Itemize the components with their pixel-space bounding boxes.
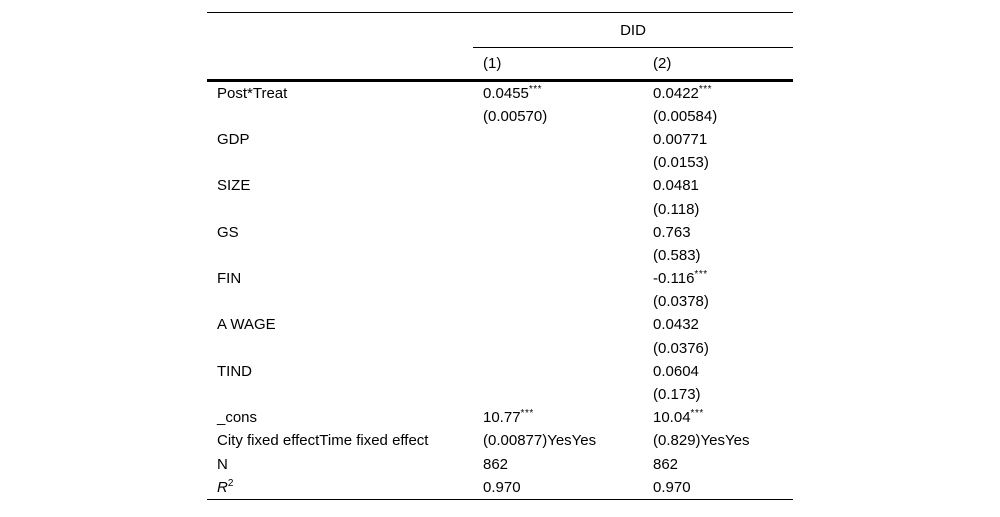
table-row: (0.583) — [207, 244, 793, 267]
header-body-rule — [207, 79, 793, 82]
table-row: TIND 0.0604 — [207, 360, 793, 383]
row-label — [207, 198, 473, 221]
row-label — [207, 244, 473, 267]
cell-col2: (0.00584) — [653, 107, 718, 125]
cell-col2: -0.116*** — [653, 269, 708, 288]
table-row: (0.118) — [207, 198, 793, 221]
row-label: GDP — [217, 130, 250, 148]
table-row: FIN -0.116*** — [207, 267, 793, 290]
row-label — [207, 337, 473, 360]
top-rule — [207, 12, 793, 14]
row-label: SIZE — [217, 177, 251, 195]
row-label — [207, 290, 473, 313]
row-label: A WAGE — [217, 316, 276, 334]
group-header-underline — [473, 47, 793, 49]
cell-col1: 10.77*** — [483, 408, 534, 427]
cell-col2: 862 — [653, 455, 679, 473]
cell-col2: 10.04*** — [653, 408, 704, 427]
cell-col1: 0.0455*** — [483, 83, 543, 102]
cell-col2: (0.173) — [653, 386, 701, 403]
cell-col2: 0.970 — [653, 478, 691, 496]
table-row: (0.00570) (0.00584) — [207, 105, 793, 128]
cell-col1 — [473, 360, 643, 383]
cell-col1 — [473, 151, 643, 174]
superscript: *** — [528, 83, 543, 95]
cell-col2: (0.0378) — [653, 293, 709, 311]
cell-col1: 862 — [483, 455, 509, 473]
cell-col1: 0.970 — [483, 478, 521, 496]
row-label: _cons — [217, 409, 258, 427]
bottom-rule — [207, 498, 793, 501]
cell-col2: (0.118) — [653, 200, 700, 218]
group-header-row: DID — [207, 13, 793, 47]
superscript: *** — [520, 408, 534, 420]
table-row: (0.0378) — [207, 290, 793, 313]
row-label: N — [217, 455, 228, 473]
row-label: TIND — [217, 362, 252, 380]
table-row: _cons 10.77*** 10.04*** — [207, 406, 793, 429]
table-body: Post*Treat 0.0455*** 0.0422*** (0.00570) (0.… — [207, 82, 793, 499]
cell-col1: (0.00570) — [483, 107, 548, 125]
row-label: R2 — [217, 477, 234, 496]
cell-col1 — [473, 128, 643, 151]
superscript: *** — [694, 269, 708, 281]
row-label: FIN — [217, 270, 242, 288]
table-row: SIZE 0.0481 — [207, 174, 793, 197]
cell-col1 — [473, 290, 643, 313]
superscript: 2 — [227, 477, 234, 489]
table-row: GDP 0.00771 — [207, 128, 793, 151]
cell-col1 — [473, 267, 643, 290]
cell-col1: (0.00877)YesYes — [483, 432, 597, 450]
regression-table: DID (1) (2) Post*Treat 0.0455*** 0.0422***… — [207, 12, 793, 501]
cell-col1 — [473, 244, 643, 267]
cell-col1 — [473, 198, 643, 221]
cell-col1 — [473, 174, 643, 197]
table-row: (0.0376) — [207, 337, 793, 360]
cell-col2: 0.0432 — [653, 316, 699, 334]
column-header-row: (1) (2) — [207, 48, 793, 79]
cell-col2: 0.763 — [653, 223, 691, 241]
table-row: Post*Treat 0.0455*** 0.0422*** — [207, 82, 793, 105]
group-header-label: DID — [620, 21, 646, 39]
row-label: City fixed effectTime fixed effect — [217, 432, 429, 450]
cell-col1 — [473, 313, 643, 336]
column-header-2: (2) — [653, 55, 672, 73]
superscript: *** — [698, 83, 713, 95]
cell-col2: 0.0422*** — [653, 83, 713, 102]
table-row: City fixed effectTime fixed effect (0.008… — [207, 429, 793, 452]
row-label — [207, 151, 473, 174]
table-row: N 862 862 — [207, 453, 793, 476]
row-label — [207, 383, 473, 406]
superscript: *** — [690, 408, 704, 420]
cell-col1 — [473, 383, 643, 406]
cell-col2: 0.0604 — [653, 362, 699, 380]
cell-col1 — [473, 337, 643, 360]
column-header-1: (1) — [483, 55, 502, 73]
table-row: (0.0153) — [207, 151, 793, 174]
cell-col2: (0.829)YesYes — [653, 432, 750, 450]
table-row: A WAGE 0.0432 — [207, 313, 793, 336]
cell-col1 — [473, 221, 643, 244]
row-label: GS — [217, 223, 239, 241]
row-label: Post*Treat — [217, 84, 288, 102]
cell-col2: 0.00771 — [653, 130, 708, 148]
row-label — [207, 105, 473, 128]
table-row: (0.173) — [207, 383, 793, 406]
table-row: R2 0.970 0.970 — [207, 476, 793, 499]
cell-col2: (0.0153) — [653, 154, 709, 172]
cell-col2: (0.583) — [653, 246, 701, 264]
table-row: GS 0.763 — [207, 221, 793, 244]
cell-col2: 0.0481 — [653, 177, 699, 195]
cell-col2: (0.0376) — [653, 339, 709, 357]
